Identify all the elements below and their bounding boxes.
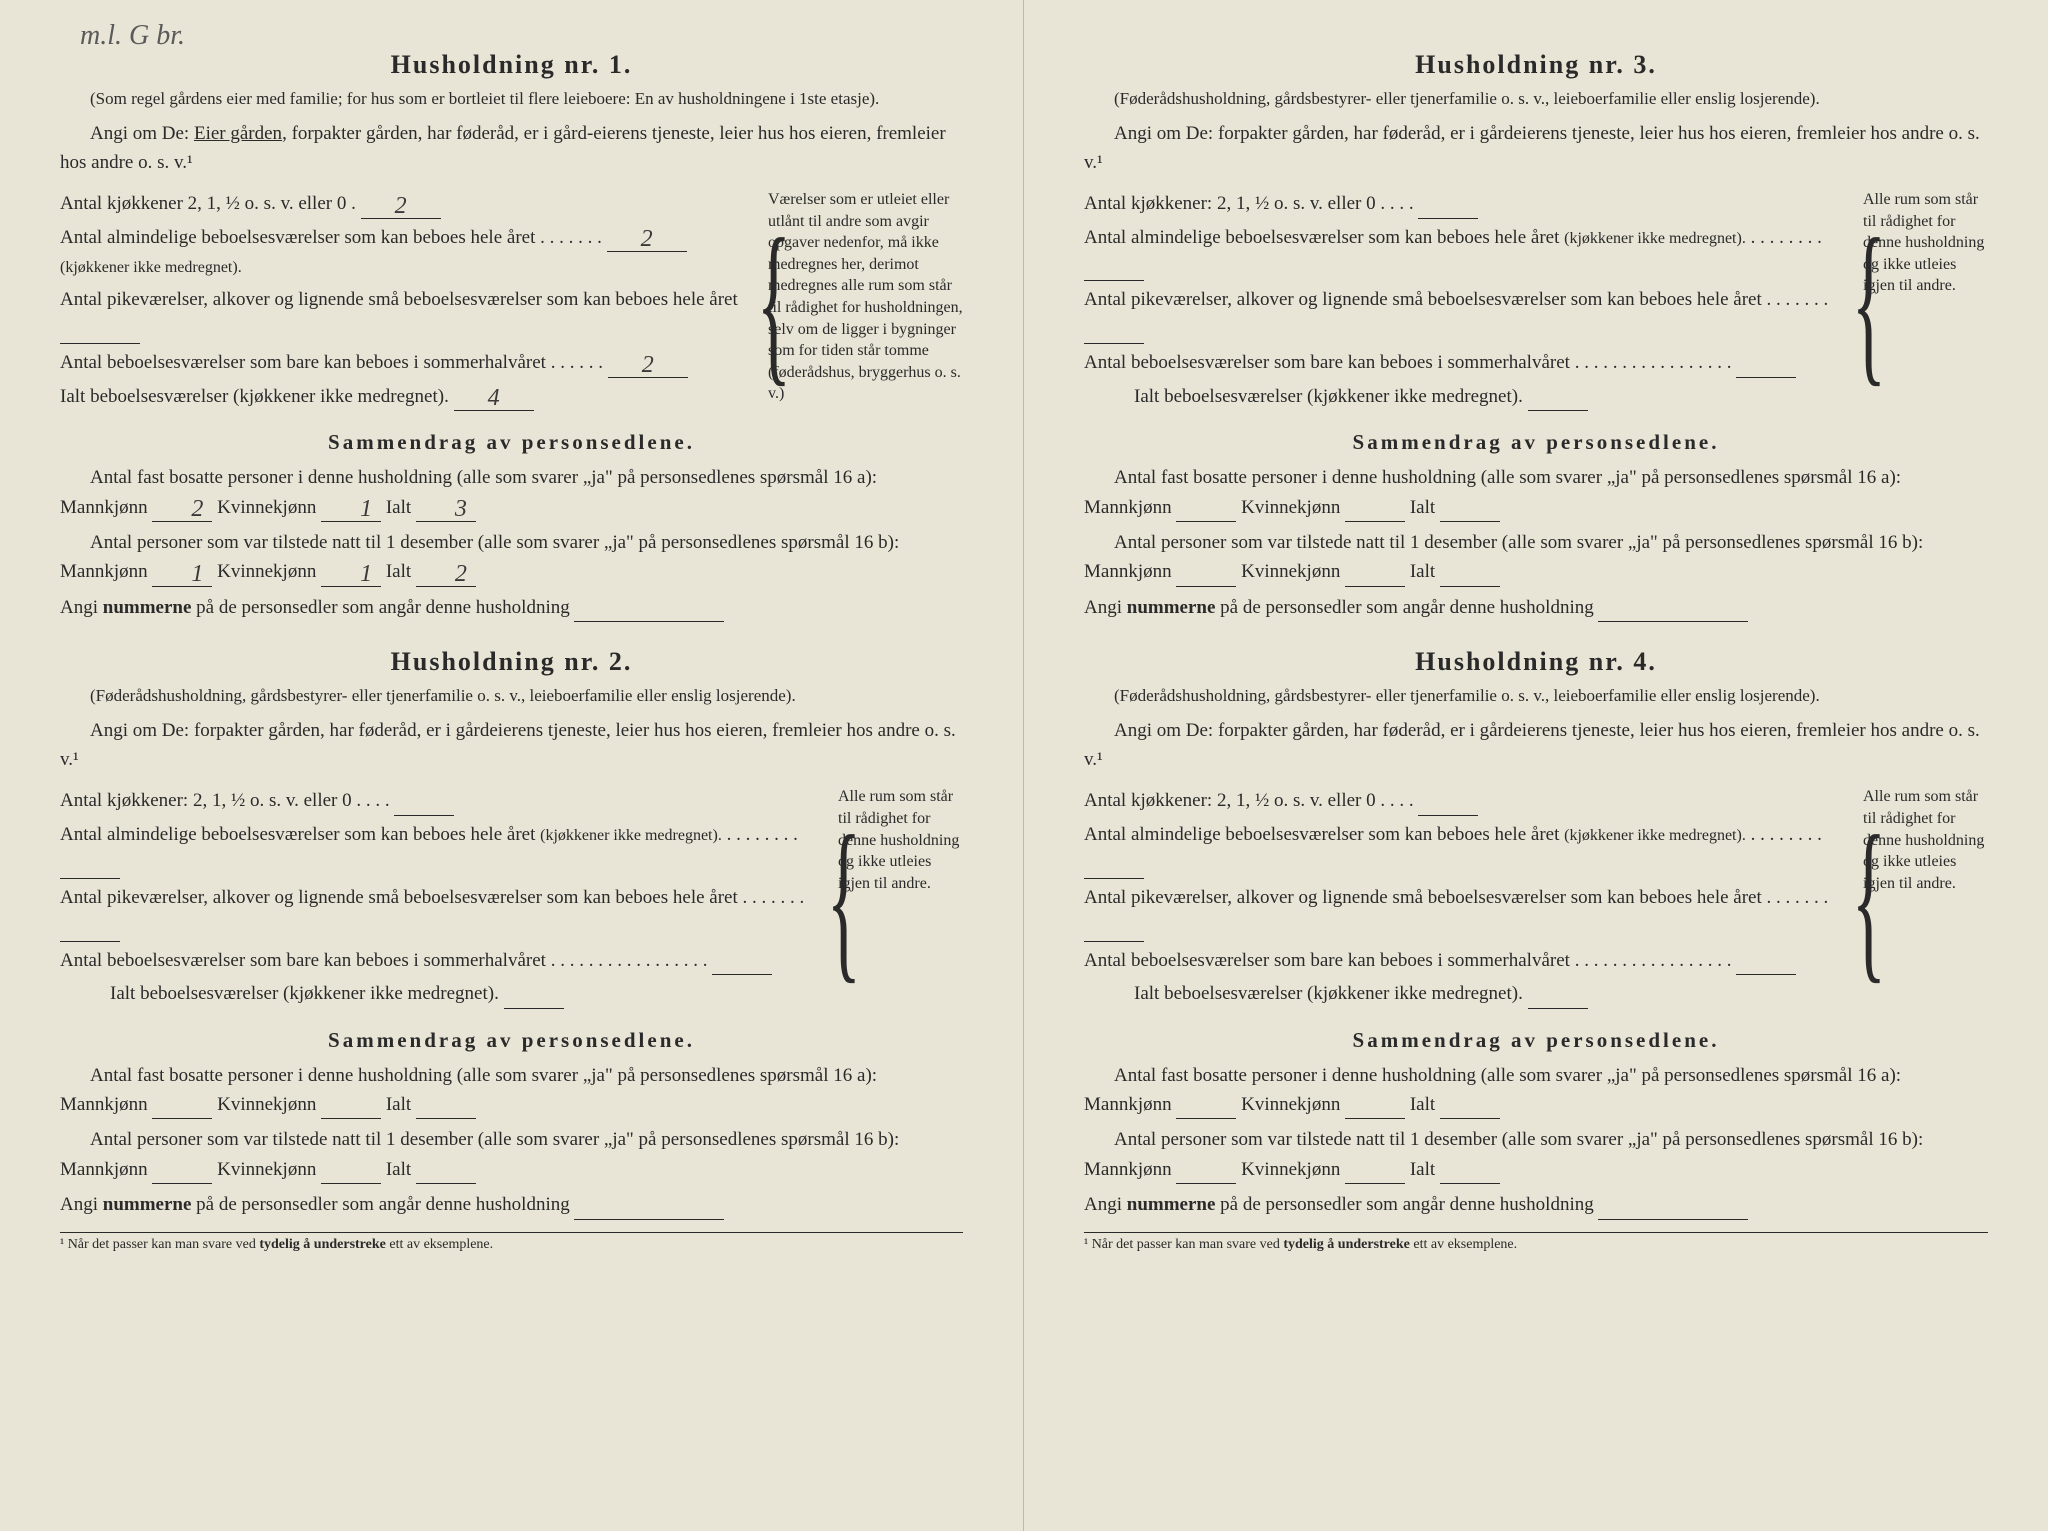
h1-samm-title: Sammendrag av personsedlene.	[60, 430, 963, 455]
h2-rooms-block: Antal kjøkkener: 2, 1, ½ o. s. v. eller …	[60, 786, 963, 1012]
h3-samm-p2: Antal personer som var tilstede natt til…	[1084, 528, 1988, 587]
h3-subtitle: (Føderådshusholdning, gårdsbestyrer- ell…	[1084, 88, 1988, 110]
h4-samm-p2: Antal personer som var tilstede natt til…	[1084, 1125, 1988, 1184]
h4-title: Husholdning nr. 4.	[1084, 647, 1988, 677]
h3-row3: Antal pikeværelser, alkover og lignende …	[1084, 285, 1833, 344]
h1-rooms-block: Antal kjøkkener 2, 1, ½ o. s. v. eller 0…	[60, 189, 963, 415]
h1-row4-val: 2	[608, 353, 688, 378]
h2-samm-p2: Antal personer som var tilstede natt til…	[60, 1125, 963, 1184]
h1-row1-val: 2	[361, 194, 441, 219]
household-4: Husholdning nr. 4. (Føderådshusholdning,…	[1084, 647, 1988, 1252]
h2-row4: Antal beboelsesværelser som bare kan beb…	[60, 946, 808, 975]
h4-angi: Angi om De: forpakter gården, har føderå…	[1084, 717, 1988, 774]
h2-samm-title: Sammendrag av personsedlene.	[60, 1028, 963, 1053]
h3-rooms-left: Antal kjøkkener: 2, 1, ½ o. s. v. eller …	[1084, 189, 1833, 415]
h3-rooms-block: Antal kjøkkener: 2, 1, ½ o. s. v. eller …	[1084, 189, 1988, 415]
h4-rooms-note: { Alle rum som står til rådighet for den…	[1848, 786, 1988, 1012]
h4-rooms-block: Antal kjøkkener: 2, 1, ½ o. s. v. eller …	[1084, 786, 1988, 1012]
h1-m1: 2	[152, 497, 212, 522]
h1-row4: Antal beboelsesværelser som bare kan beb…	[60, 348, 738, 377]
h1-samm-p1: Antal fast bosatte personer i denne hush…	[60, 463, 963, 522]
h1-row5: Ialt beboelsesværelser (kjøkkener ikke m…	[60, 382, 738, 411]
h1-row5-val: 4	[454, 386, 534, 411]
household-3: Husholdning nr. 3. (Føderådshusholdning,…	[1084, 50, 1988, 622]
h1-row2-val: 2	[607, 227, 687, 252]
h2-angi: Angi om De: forpakter gården, har føderå…	[60, 717, 963, 774]
h2-samm-p1: Antal fast bosatte personer i denne hush…	[60, 1061, 963, 1120]
h1-angi: Angi om De: Eier gården, forpakter gårde…	[60, 120, 963, 177]
h2-subtitle: (Føderådshusholdning, gårdsbestyrer- ell…	[60, 685, 963, 707]
h2-rooms-left: Antal kjøkkener: 2, 1, ½ o. s. v. eller …	[60, 786, 808, 1012]
h1-samm-p2: Antal personer som var tilstede natt til…	[60, 528, 963, 587]
h2-title: Husholdning nr. 2.	[60, 647, 963, 677]
brace-icon: {	[1852, 786, 1857, 1012]
h3-row5: Ialt beboelsesværelser (kjøkkener ikke m…	[1084, 382, 1833, 411]
h1-i2: 2	[416, 562, 476, 587]
h1-row3: Antal pikeværelser, alkover og lignende …	[60, 285, 738, 344]
h1-rooms-left: Antal kjøkkener 2, 1, ½ o. s. v. eller 0…	[60, 189, 738, 415]
h1-title: Husholdning nr. 1.	[60, 50, 963, 80]
brace-icon: {	[827, 786, 832, 1012]
h1-rooms-note: { Værelser som er utleiet eller utlånt t…	[753, 189, 963, 415]
h1-subtitle: (Som regel gårdens eier med familie; for…	[60, 88, 963, 110]
h4-samm-p1: Antal fast bosatte personer i denne hush…	[1084, 1061, 1988, 1120]
h1-angi-pre: Angi om De:	[90, 123, 194, 144]
h1-angi-underlined: Eier gården	[194, 123, 282, 144]
h3-samm-title: Sammendrag av personsedlene.	[1084, 430, 1988, 455]
h3-row4: Antal beboelsesværelser som bare kan beb…	[1084, 348, 1833, 377]
h4-subtitle: (Føderådshusholdning, gårdsbestyrer- ell…	[1084, 685, 1988, 707]
h3-rooms-note: { Alle rum som står til rådighet for den…	[1848, 189, 1988, 415]
h2-angi-num: Angi nummerne på de personsedler som ang…	[60, 1190, 963, 1219]
page-left: m.l. G br. Husholdning nr. 1. (Som regel…	[0, 0, 1024, 1531]
h1-row3-val	[60, 343, 140, 344]
h3-angi: Angi om De: forpakter gården, har føderå…	[1084, 120, 1988, 177]
h4-row2: Antal almindelige beboelsesværelser som …	[1084, 820, 1833, 879]
footnote-left: ¹ Når det passer kan man svare ved tydel…	[60, 1232, 963, 1253]
h1-row1: Antal kjøkkener 2, 1, ½ o. s. v. eller 0…	[60, 189, 738, 218]
h3-title: Husholdning nr. 3.	[1084, 50, 1988, 80]
household-1: Husholdning nr. 1. (Som regel gårdens ei…	[60, 50, 963, 622]
h2-row2: Antal almindelige beboelsesværelser som …	[60, 820, 808, 879]
household-2: Husholdning nr. 2. (Føderådshusholdning,…	[60, 647, 963, 1252]
h3-row2: Antal almindelige beboelsesværelser som …	[1084, 223, 1833, 282]
h1-row2: Antal almindelige beboelsesværelser som …	[60, 223, 738, 282]
brace-icon: {	[757, 189, 762, 415]
h3-angi-num: Angi nummerne på de personsedler som ang…	[1084, 593, 1988, 622]
handwritten-annotation: m.l. G br.	[80, 20, 185, 52]
h2-row5: Ialt beboelsesværelser (kjøkkener ikke m…	[60, 979, 808, 1008]
h4-rooms-left: Antal kjøkkener: 2, 1, ½ o. s. v. eller …	[1084, 786, 1833, 1012]
brace-icon: {	[1852, 189, 1857, 415]
h1-k2: 1	[321, 562, 381, 587]
h1-m2: 1	[152, 562, 212, 587]
footnote-right: ¹ Når det passer kan man svare ved tydel…	[1084, 1232, 1988, 1253]
h4-row4: Antal beboelsesværelser som bare kan beb…	[1084, 946, 1833, 975]
h1-i1: 3	[416, 497, 476, 522]
h3-row1: Antal kjøkkener: 2, 1, ½ o. s. v. eller …	[1084, 189, 1833, 218]
h1-angi-num: Angi nummerne på de personsedler som ang…	[60, 593, 963, 622]
h4-samm-title: Sammendrag av personsedlene.	[1084, 1028, 1988, 1053]
h4-angi-num: Angi nummerne på de personsedler som ang…	[1084, 1190, 1988, 1219]
h2-rooms-note: { Alle rum som står til rådighet for den…	[823, 786, 963, 1012]
h2-row3: Antal pikeværelser, alkover og lignende …	[60, 883, 808, 942]
h2-row1: Antal kjøkkener: 2, 1, ½ o. s. v. eller …	[60, 786, 808, 815]
h4-row3: Antal pikeværelser, alkover og lignende …	[1084, 883, 1833, 942]
h4-row5: Ialt beboelsesværelser (kjøkkener ikke m…	[1084, 979, 1833, 1008]
h4-row1: Antal kjøkkener: 2, 1, ½ o. s. v. eller …	[1084, 786, 1833, 815]
h3-samm-p1: Antal fast bosatte personer i denne hush…	[1084, 463, 1988, 522]
page-right: Husholdning nr. 3. (Føderådshusholdning,…	[1024, 0, 2048, 1531]
h1-k1: 1	[321, 497, 381, 522]
